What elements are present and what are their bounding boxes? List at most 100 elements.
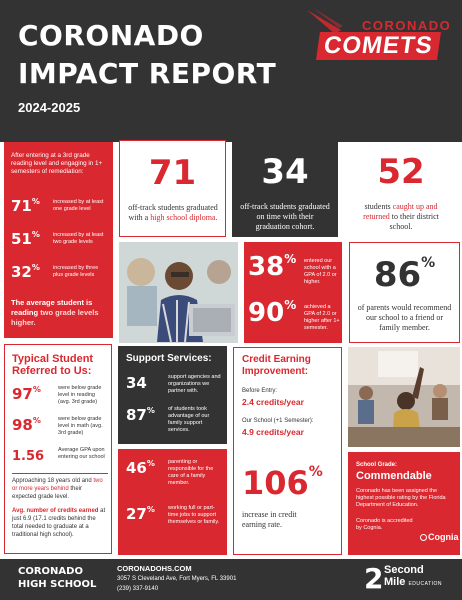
p2-highlight: Avg. number of credits earned bbox=[12, 508, 99, 514]
stat34-text: off-track students graduated on time wit… bbox=[240, 202, 330, 231]
credit-before-value: 2.4 credits/year bbox=[242, 397, 304, 407]
grade-accred: Coronado is accredited by Cognia. bbox=[356, 518, 413, 531]
typical-paragraph2: Avg. number of credits earned at just 6.… bbox=[12, 507, 108, 539]
student-photo bbox=[119, 242, 238, 343]
stat-value: 34 bbox=[126, 374, 147, 392]
support-stat: 87% of students took advantage of our fa… bbox=[126, 406, 224, 436]
remediation-stat: 71% increased by at least one grade leve… bbox=[11, 197, 109, 221]
gpa-label: achieved a GPA of 2.0 or higher after 1+… bbox=[304, 304, 340, 331]
remediation-stat: 32% increased by three plus grade levels bbox=[11, 263, 109, 287]
footer-school: CORONADO HIGH SCHOOL bbox=[18, 565, 96, 591]
comet-icon bbox=[307, 8, 343, 34]
stat71-box: 71 off-track students graduated with a h… bbox=[119, 140, 226, 237]
footer-url[interactable]: CORONADOHS.COM bbox=[117, 564, 192, 573]
family-stat: 46% parenting or responsible for the car… bbox=[126, 459, 224, 489]
stat52-text: students caught up and returned to their… bbox=[354, 202, 448, 232]
stat-label: parenting or responsible for the care of… bbox=[168, 459, 214, 486]
stat-unit: % bbox=[31, 197, 40, 206]
p2-text: at just 6.9 (17.1 credits behind the tot… bbox=[12, 508, 106, 538]
stat-unit: % bbox=[31, 230, 40, 239]
footer: CORONADO HIGH SCHOOL CORONADOHS.COM 3057… bbox=[0, 559, 462, 600]
p1-text: Approaching 18 years old and bbox=[12, 478, 94, 484]
typical-student-box: Typical Student Referred to Us: 97% were… bbox=[4, 344, 112, 554]
second-mile-logo-number: 2 bbox=[364, 562, 384, 595]
credit-school-label: Our School (+1 Semester): bbox=[242, 418, 314, 424]
grade-label: School Grade: bbox=[356, 462, 398, 468]
stat-label: working full or part-time jobs to suppor… bbox=[168, 505, 220, 525]
family-panel: 46% parenting or responsible for the car… bbox=[118, 449, 227, 555]
stat-value: 51 bbox=[11, 230, 32, 248]
footer-phone: (239) 337-9140 bbox=[117, 586, 159, 592]
remediation-intro: After entering at a 3rd grade reading le… bbox=[11, 152, 103, 175]
parents-stat: 86% bbox=[350, 255, 459, 295]
stat34-box: 34 off-track students graduated on time … bbox=[232, 140, 338, 237]
stat-unit: % bbox=[32, 385, 41, 394]
stat52-highlight: caught up and returned bbox=[363, 202, 438, 221]
summary-highlight: two grade levels higher. bbox=[11, 308, 99, 327]
footer-address: 3057 S Cleveland Ave, Fort Myers, FL 339… bbox=[117, 576, 237, 582]
stat71-highlight: high school diploma. bbox=[150, 213, 218, 222]
stat-value: 97 bbox=[12, 385, 33, 403]
title-line1: CORONADO bbox=[18, 19, 204, 52]
logo-top-text: CORONADO bbox=[362, 18, 452, 33]
second-mile-logo: Second Mile EDUCATION bbox=[384, 564, 442, 590]
gpa-panel: 38% entered our school with a GPA of 2.0… bbox=[244, 242, 342, 343]
cognia-logo: Cognia bbox=[420, 532, 459, 542]
gpa-label: entered our school with a GPA of 2.0 or … bbox=[304, 258, 337, 285]
stat-value: 27 bbox=[126, 505, 147, 523]
grade-value: Commendable bbox=[356, 470, 432, 482]
gpa-unit: % bbox=[284, 252, 297, 266]
typical-paragraph1: Approaching 18 years old and two or more… bbox=[12, 477, 108, 501]
stat-unit: % bbox=[146, 505, 155, 514]
remediation-panel: After entering at a 3rd grade reading le… bbox=[4, 142, 113, 338]
footer-school-line1: CORONADO bbox=[18, 566, 83, 577]
typical-divider bbox=[12, 473, 108, 474]
title-line2: IMPACT REPORT bbox=[18, 57, 277, 90]
classroom-image bbox=[348, 347, 460, 447]
stat-value: 98 bbox=[12, 416, 33, 434]
support-title: Support Services: bbox=[126, 353, 212, 364]
stat-label: were below grade level in math (avg. 3rd… bbox=[58, 416, 103, 436]
cognia-icon bbox=[420, 534, 427, 542]
stat-label: were below grade level in reading (avg. … bbox=[58, 385, 102, 405]
credit-big-text: increase in credit earning rate. bbox=[242, 510, 297, 529]
footer-school-line2: HIGH SCHOOL bbox=[18, 579, 97, 590]
parents-text: of parents would recommend our school to… bbox=[357, 303, 452, 332]
credit-big-stat: 106% bbox=[242, 464, 323, 502]
support-panel: Support Services: 34 support agencies an… bbox=[118, 346, 227, 444]
classroom-photo bbox=[348, 347, 460, 447]
stat52-text-post: to their district school. bbox=[389, 212, 439, 231]
report-year: 2024-2025 bbox=[18, 100, 81, 115]
credit-big-value: 106 bbox=[242, 464, 309, 502]
stat-label: increased by three plus grade levels bbox=[53, 265, 99, 278]
brand-line1: Second bbox=[384, 564, 424, 576]
stat-label: of students took advantage of our family… bbox=[168, 406, 210, 433]
stat34-value: 34 bbox=[261, 152, 309, 192]
typical-stat: 1.56 Average GPA upon entering our schoo… bbox=[12, 447, 108, 469]
gpa-value: 38 bbox=[248, 252, 285, 282]
credit-school-value: 4.9 credits/year bbox=[242, 427, 304, 437]
p1-text-post: their expected grade level. bbox=[12, 486, 83, 500]
parents-unit: % bbox=[421, 255, 436, 271]
gpa-unit: % bbox=[284, 298, 297, 312]
credit-before-label: Before Entry: bbox=[242, 388, 278, 394]
grade-panel: School Grade: Commendable Coronado has b… bbox=[348, 452, 460, 555]
stat-value: 87 bbox=[126, 406, 147, 424]
typical-stat: 98% were below grade level in math (avg.… bbox=[12, 416, 108, 442]
parents-box: 86% of parents would recommend our schoo… bbox=[349, 242, 460, 343]
student-laptop-image bbox=[119, 242, 238, 343]
header: CORONADO IMPACT REPORT 2024-2025 CORONAD… bbox=[0, 0, 462, 142]
credit-box: Credit Earning Improvement: Before Entry… bbox=[233, 347, 342, 555]
stat-unit: % bbox=[31, 263, 40, 272]
family-stat: 27% working full or part-time jobs to su… bbox=[126, 505, 224, 539]
stat-label: increased by at least two grade levels bbox=[53, 232, 104, 245]
brand-sub: EDUCATION bbox=[408, 581, 443, 587]
remediation-summary: The average student is reading two grade… bbox=[11, 298, 109, 328]
brand-line2: Mile bbox=[384, 576, 406, 588]
remediation-stat: 51% increased by at least two grade leve… bbox=[11, 230, 109, 254]
typical-title: Typical Student Referred to Us: bbox=[12, 353, 94, 377]
stat-unit: % bbox=[32, 416, 41, 425]
summary-text: The average student is reading bbox=[11, 298, 93, 317]
stat-unit: % bbox=[146, 406, 155, 415]
stat-label: increased by at least one grade level bbox=[53, 199, 104, 212]
